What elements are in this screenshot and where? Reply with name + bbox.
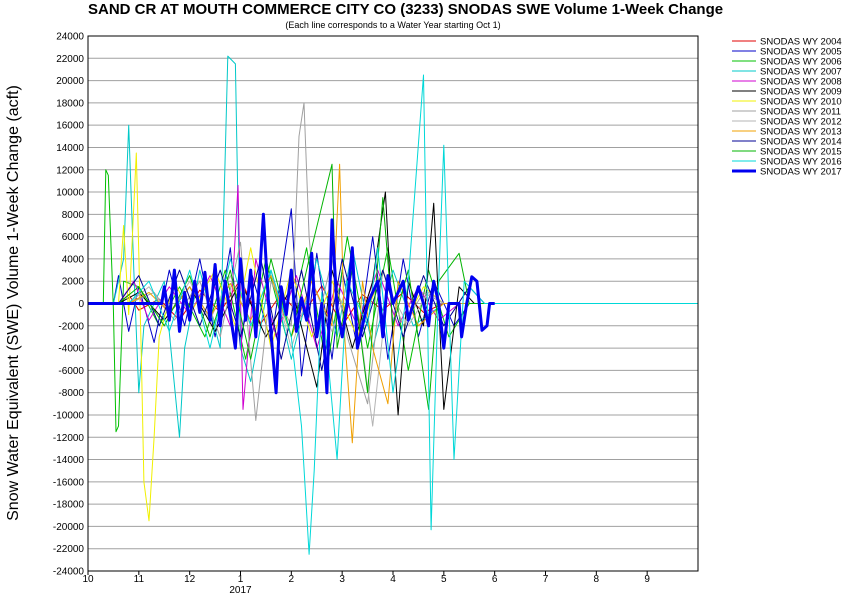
legend-label: SNODAS WY 2010 (760, 97, 842, 108)
y-tick-label: 10000 (56, 188, 84, 199)
y-tick-label: -8000 (58, 388, 84, 399)
y-tick-label: -20000 (53, 522, 85, 533)
legend-label: SNODAS WY 2004 (760, 37, 842, 48)
y-tick-label: 20000 (56, 76, 84, 87)
y-tick-label: -10000 (53, 410, 85, 421)
x-tick-label: 2 (289, 574, 295, 585)
legend-label: SNODAS WY 2016 (760, 157, 842, 168)
y-tick-label: -2000 (58, 321, 84, 332)
y-tick-label: 0 (78, 299, 84, 310)
series-line (88, 169, 597, 433)
y-tick-label: -6000 (58, 366, 84, 377)
legend-label: SNODAS WY 2008 (760, 77, 842, 88)
legend-label: SNODAS WY 2015 (760, 147, 842, 158)
y-tick-label: -16000 (53, 477, 85, 488)
x-tick-label: 10 (82, 574, 94, 585)
y-tick-label: 22000 (56, 54, 84, 65)
y-tick-label: 4000 (62, 254, 85, 265)
y-tick-label: -22000 (53, 544, 85, 555)
y-tick-label: -18000 (53, 500, 85, 511)
series-line (88, 212, 495, 395)
x-tick-label: 1 (238, 574, 244, 585)
y-tick-label: -24000 (53, 567, 85, 578)
x-tick-label: 4 (390, 574, 396, 585)
y-tick-label: 8000 (62, 210, 85, 221)
x-tick-labels: 10 11 12 1 2 3 4 5 6 7 8 9 (82, 571, 650, 585)
y-tick-label: 6000 (62, 232, 85, 243)
x-tick-label: 7 (543, 574, 549, 585)
legend-label: SNODAS WY 2017 (760, 167, 842, 178)
legend-label: SNODAS WY 2011 (760, 107, 841, 118)
y-tick-label: 2000 (62, 277, 85, 288)
legend-label: SNODAS WY 2006 (760, 57, 842, 68)
chart-title: SAND CR AT MOUTH COMMERCE CITY CO (3233)… (88, 1, 724, 18)
chart-subtitle: (Each line corresponds to a Water Year s… (285, 20, 501, 30)
legend-label: SNODAS WY 2013 (760, 127, 842, 138)
x-tick-label: 3 (339, 574, 345, 585)
y-tick-label: -12000 (53, 433, 85, 444)
series-lines (88, 55, 698, 555)
legend-label: SNODAS WY 2014 (760, 137, 842, 148)
y-tick-label: -4000 (58, 344, 84, 355)
legend-label: SNODAS WY 2005 (760, 47, 842, 58)
x-tick-label: 9 (644, 574, 650, 585)
legend-label: SNODAS WY 2009 (760, 87, 842, 98)
legend-label: SNODAS WY 2007 (760, 67, 842, 78)
y-tick-label: 16000 (56, 121, 84, 132)
y-tick-label: 24000 (56, 32, 84, 43)
x-tick-label: 11 (134, 574, 145, 585)
x-tick-label: 5 (441, 574, 447, 585)
y-tick-label: 12000 (56, 165, 84, 176)
y-tick-label: -14000 (53, 455, 85, 466)
legend-label: SNODAS WY 2012 (760, 117, 842, 128)
series-line (88, 163, 597, 410)
x-tick-label: 6 (492, 574, 498, 585)
y-tick-label: 14000 (56, 143, 84, 154)
y-tick-label: 18000 (56, 98, 84, 109)
x-tick-label: 8 (594, 574, 600, 585)
series-line (88, 258, 597, 371)
y-tick-labels: 2400022000200001800016000140001200010000… (53, 32, 85, 578)
x-tick-label: 12 (184, 574, 196, 585)
year-label: 2017 (229, 585, 252, 596)
